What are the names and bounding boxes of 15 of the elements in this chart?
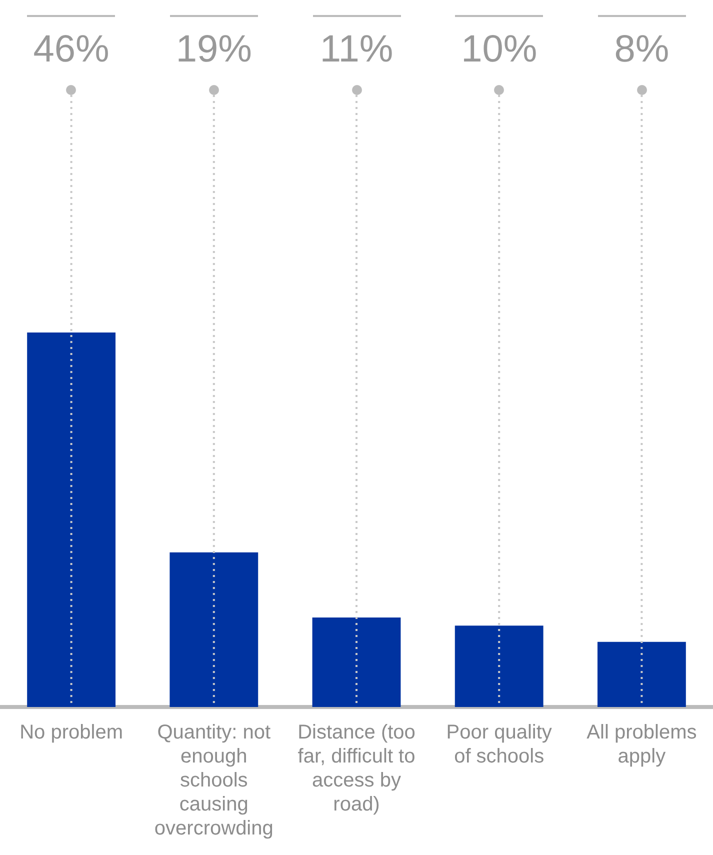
bar xyxy=(170,552,258,707)
bar xyxy=(454,626,544,707)
bar xyxy=(27,332,116,707)
data-label: 46% xyxy=(33,28,110,70)
x-tick-label: Poor quality of schools xyxy=(446,722,552,768)
data-label: 8% xyxy=(614,28,670,70)
bar xyxy=(597,642,686,707)
data-label: 19% xyxy=(176,28,252,70)
x-tick-label: All problems apply xyxy=(586,722,697,768)
x-tick-label: Distance (too far, difficult to access by road) xyxy=(298,722,416,816)
x-tick-label: No problem xyxy=(20,722,123,744)
data-label: 11% xyxy=(320,28,394,70)
bar xyxy=(312,617,401,707)
data-label: 10% xyxy=(461,28,538,70)
x-tick-label: Quantity: not enough schools causing overcrowding xyxy=(154,722,274,840)
